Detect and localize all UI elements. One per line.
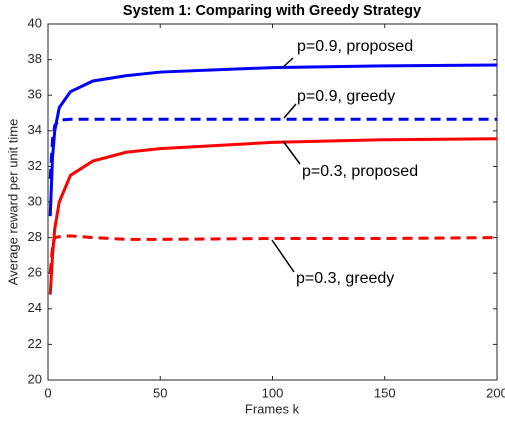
annotation: p=0.9, greedy	[297, 88, 395, 105]
y-tick-label: 40	[28, 15, 42, 30]
y-tick-label: 34	[28, 122, 42, 137]
annotation-line	[281, 57, 294, 69]
y-tick-label: 28	[28, 229, 42, 244]
x-tick-label: 0	[44, 385, 51, 400]
y-tick-label: 26	[28, 265, 42, 280]
x-tick-label: 150	[374, 385, 396, 400]
y-tick-label: 30	[28, 193, 42, 208]
annotation: p=0.9, proposed	[297, 38, 413, 55]
x-tick-label: 200	[486, 385, 505, 400]
annotation-line	[283, 103, 297, 119]
chart-title: System 1: Comparing with Greedy Strategy	[123, 3, 421, 19]
y-tick-label: 32	[28, 158, 42, 173]
y-axis-label: Average reward per unit time	[5, 119, 20, 286]
line-series	[48, 234, 498, 274]
x-axis-label: Frames k	[245, 401, 300, 416]
annotation: p=0.3, greedy	[296, 270, 394, 287]
annotation-line	[282, 140, 301, 165]
y-tick-label: 20	[28, 371, 42, 386]
x-tick-label: 50	[153, 385, 167, 400]
annotation: p=0.3, proposed	[302, 163, 418, 180]
y-tick-label: 38	[28, 51, 42, 66]
y-tick-label: 22	[28, 336, 42, 351]
y-tick-label: 24	[28, 300, 42, 315]
x-tick-label: 100	[262, 385, 284, 400]
y-tick-label: 36	[28, 87, 42, 102]
plot-frame	[47, 23, 498, 381]
line-series	[48, 137, 498, 295]
annotation-line	[271, 239, 295, 273]
line-series	[48, 117, 497, 179]
